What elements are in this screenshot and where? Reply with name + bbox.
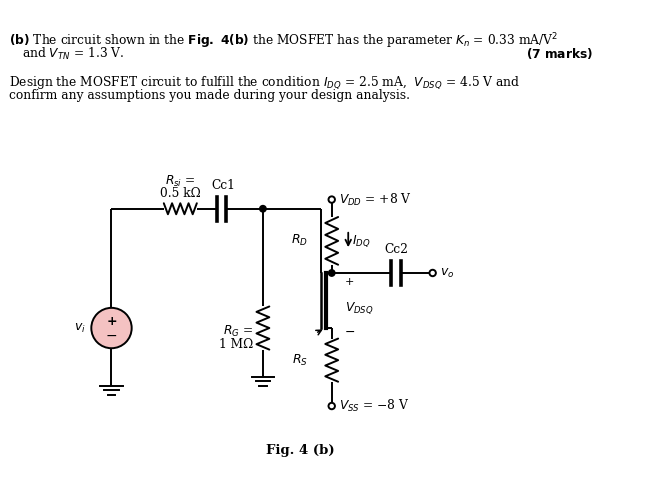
Text: 1 MΩ: 1 MΩ bbox=[219, 338, 254, 351]
Text: $R_D$: $R_D$ bbox=[291, 233, 308, 248]
Text: and $V_{TN}$ = 1.3 V.: and $V_{TN}$ = 1.3 V. bbox=[22, 46, 124, 63]
Text: −: − bbox=[106, 328, 118, 342]
Text: confirm any assumptions you made during your design analysis.: confirm any assumptions you made during … bbox=[8, 89, 409, 102]
Text: $V_{SS}$ = −8 V: $V_{SS}$ = −8 V bbox=[339, 398, 409, 414]
Text: −: − bbox=[345, 326, 355, 339]
Text: +: + bbox=[345, 277, 354, 287]
Text: $R_S$: $R_S$ bbox=[292, 353, 308, 368]
Circle shape bbox=[260, 205, 266, 212]
Text: Cc2: Cc2 bbox=[384, 243, 408, 257]
Text: $V_{DSQ}$: $V_{DSQ}$ bbox=[345, 300, 374, 316]
Text: 0.5 kΩ: 0.5 kΩ bbox=[160, 186, 200, 199]
Text: $v_i$: $v_i$ bbox=[74, 322, 86, 335]
Text: $I_{DQ}$: $I_{DQ}$ bbox=[352, 233, 370, 248]
Text: $R_G$ =: $R_G$ = bbox=[223, 324, 254, 339]
Text: $\mathbf{(7\ marks)}$: $\mathbf{(7\ marks)}$ bbox=[526, 46, 593, 61]
Text: +: + bbox=[106, 315, 117, 328]
Text: $V_{DD}$ = +8 V: $V_{DD}$ = +8 V bbox=[339, 191, 412, 207]
Text: $v_o$: $v_o$ bbox=[440, 267, 454, 280]
Text: $R_{si}$ =: $R_{si}$ = bbox=[165, 173, 195, 188]
Text: Cc1: Cc1 bbox=[212, 179, 235, 192]
Circle shape bbox=[91, 308, 132, 348]
Text: $\mathbf{(b)}$ The circuit shown in the $\mathbf{Fig.\ 4(b)}$ the MOSFET has the: $\mathbf{(b)}$ The circuit shown in the … bbox=[8, 32, 558, 51]
Circle shape bbox=[328, 270, 335, 276]
Text: Design the MOSFET circuit to fulfill the condition $I_{DQ}$ = 2.5 mA,  $V_{DSQ}$: Design the MOSFET circuit to fulfill the… bbox=[8, 74, 520, 91]
Text: Fig. 4 (b): Fig. 4 (b) bbox=[266, 443, 335, 456]
